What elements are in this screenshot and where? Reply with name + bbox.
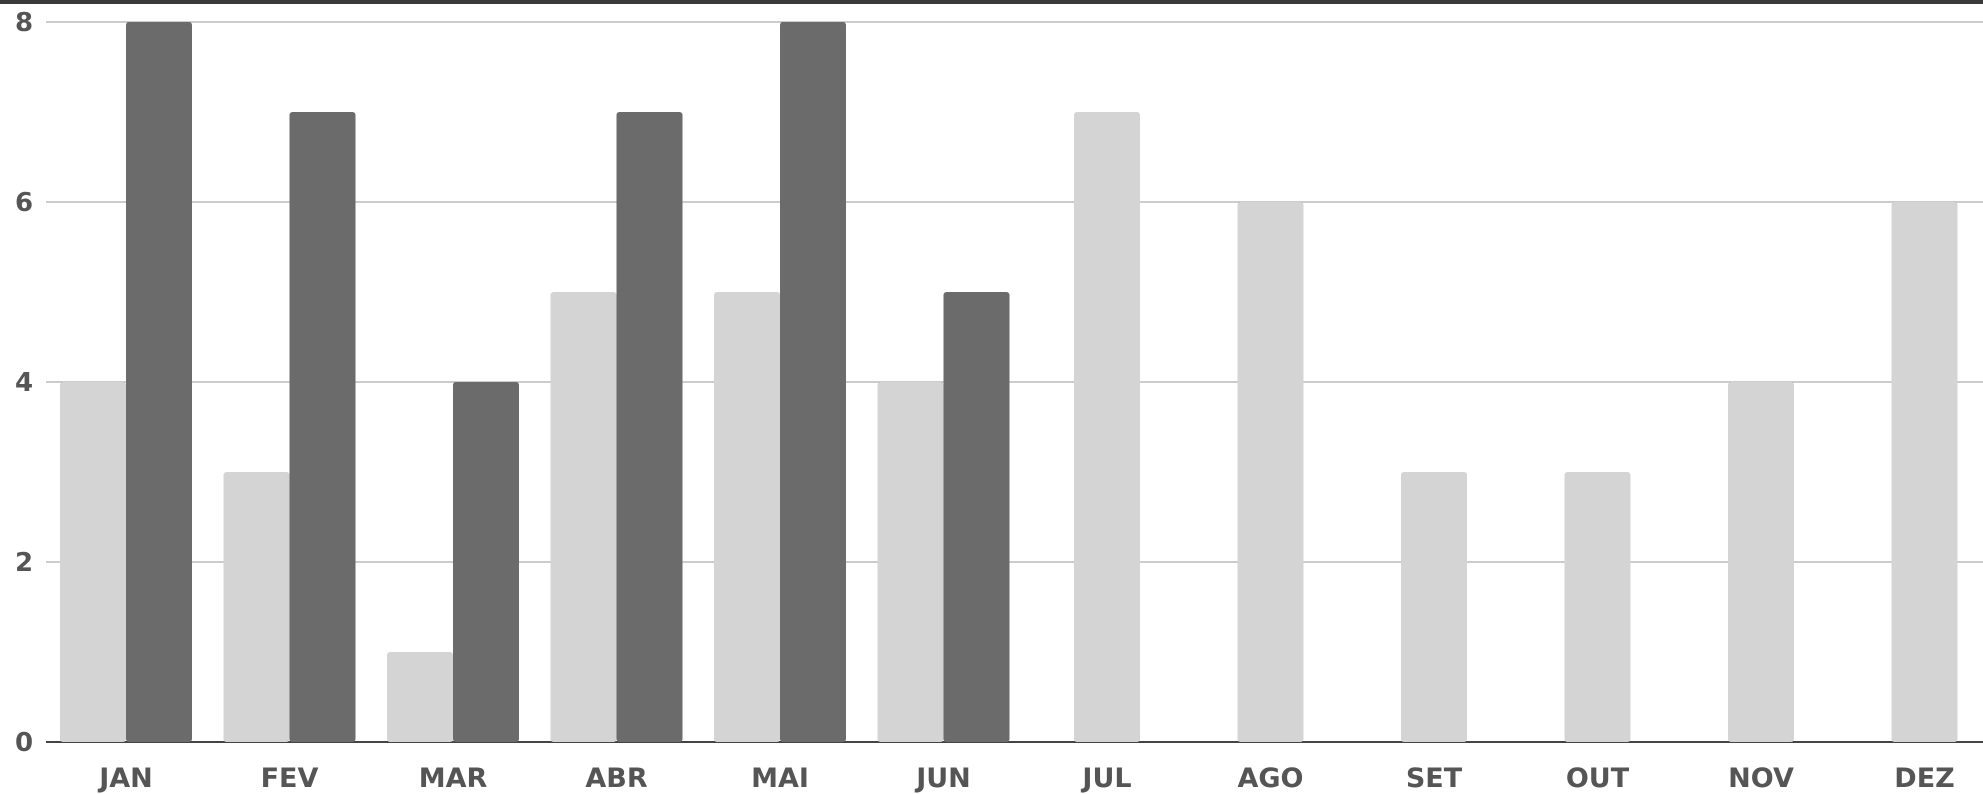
x-category-label: AGO: [1237, 763, 1303, 794]
bar-jun-series-2: [943, 292, 1010, 742]
x-category-label: MAI: [751, 763, 809, 794]
bar-mai-series-1: [714, 292, 780, 742]
bar-dez-series-1: [1891, 202, 1958, 742]
bar-out-series-1: [1564, 472, 1631, 742]
y-tick-label: 8: [15, 8, 33, 38]
y-tick-label: 6: [15, 188, 33, 218]
bar-mai-series-2: [780, 22, 846, 742]
bar-jan-series-1: [60, 382, 126, 742]
bars: [60, 22, 1958, 742]
bar-ago-series-1: [1237, 202, 1304, 742]
y-tick-label: 4: [15, 368, 33, 398]
x-category-label: JAN: [97, 763, 153, 794]
bar-abr-series-2: [616, 112, 683, 742]
y-tick-label: 0: [15, 728, 33, 758]
x-category-label: MAR: [419, 763, 488, 794]
bar-fev-series-2: [289, 112, 356, 742]
bar-nov-series-1: [1728, 382, 1794, 742]
x-category-label: JUL: [1080, 763, 1131, 794]
bar-set-series-1: [1401, 472, 1467, 742]
bar-jul-series-1: [1074, 112, 1140, 742]
bar-abr-series-1: [550, 292, 617, 742]
bar-jun-series-1: [877, 382, 944, 742]
top-border: [0, 0, 1983, 4]
bar-mar-series-1: [387, 652, 453, 742]
x-category-label: JUN: [914, 763, 971, 794]
x-category-label: SET: [1406, 763, 1463, 794]
gridlines: [46, 21, 1983, 743]
x-category-label: ABR: [585, 763, 647, 794]
x-category-label: OUT: [1566, 763, 1630, 794]
x-category-label: DEZ: [1894, 763, 1954, 794]
bar-fev-series-1: [223, 472, 290, 742]
bar-mar-series-2: [453, 382, 519, 742]
x-axis: JAN FEV MAR ABR MAI JUN JUL AGO SET OUT …: [97, 763, 1954, 794]
x-category-label: NOV: [1728, 763, 1794, 794]
bar-jan-series-2: [126, 22, 192, 742]
y-tick-label: 2: [15, 548, 33, 578]
y-axis: 0 2 4 6 8: [15, 8, 33, 758]
x-category-label: FEV: [261, 763, 319, 794]
